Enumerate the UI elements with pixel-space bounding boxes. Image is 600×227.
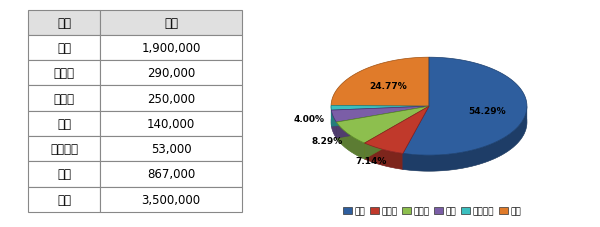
Ellipse shape: [331, 74, 527, 171]
Text: 7.14%: 7.14%: [355, 156, 386, 165]
Text: 8.29%: 8.29%: [312, 136, 343, 145]
Polygon shape: [403, 107, 429, 170]
Polygon shape: [337, 107, 429, 138]
Polygon shape: [337, 123, 365, 159]
Text: 24.77%: 24.77%: [369, 81, 407, 90]
Polygon shape: [365, 107, 429, 159]
Polygon shape: [331, 107, 429, 127]
Text: 4.00%: 4.00%: [293, 115, 325, 124]
Polygon shape: [403, 58, 527, 155]
Polygon shape: [331, 107, 429, 123]
Polygon shape: [365, 143, 403, 170]
Polygon shape: [365, 107, 429, 154]
Polygon shape: [331, 58, 429, 107]
Legend: 中国, 信罗斯, 加拿大, 美国, 玻利维亚, 其他: 中国, 信罗斯, 加拿大, 美国, 玻利维亚, 其他: [339, 203, 525, 219]
Polygon shape: [331, 107, 429, 127]
Text: 54.29%: 54.29%: [469, 106, 506, 115]
Polygon shape: [337, 107, 429, 143]
Polygon shape: [337, 107, 429, 138]
Polygon shape: [331, 111, 337, 138]
Polygon shape: [403, 107, 429, 170]
Polygon shape: [403, 107, 527, 171]
Polygon shape: [331, 106, 429, 111]
Polygon shape: [365, 107, 429, 159]
